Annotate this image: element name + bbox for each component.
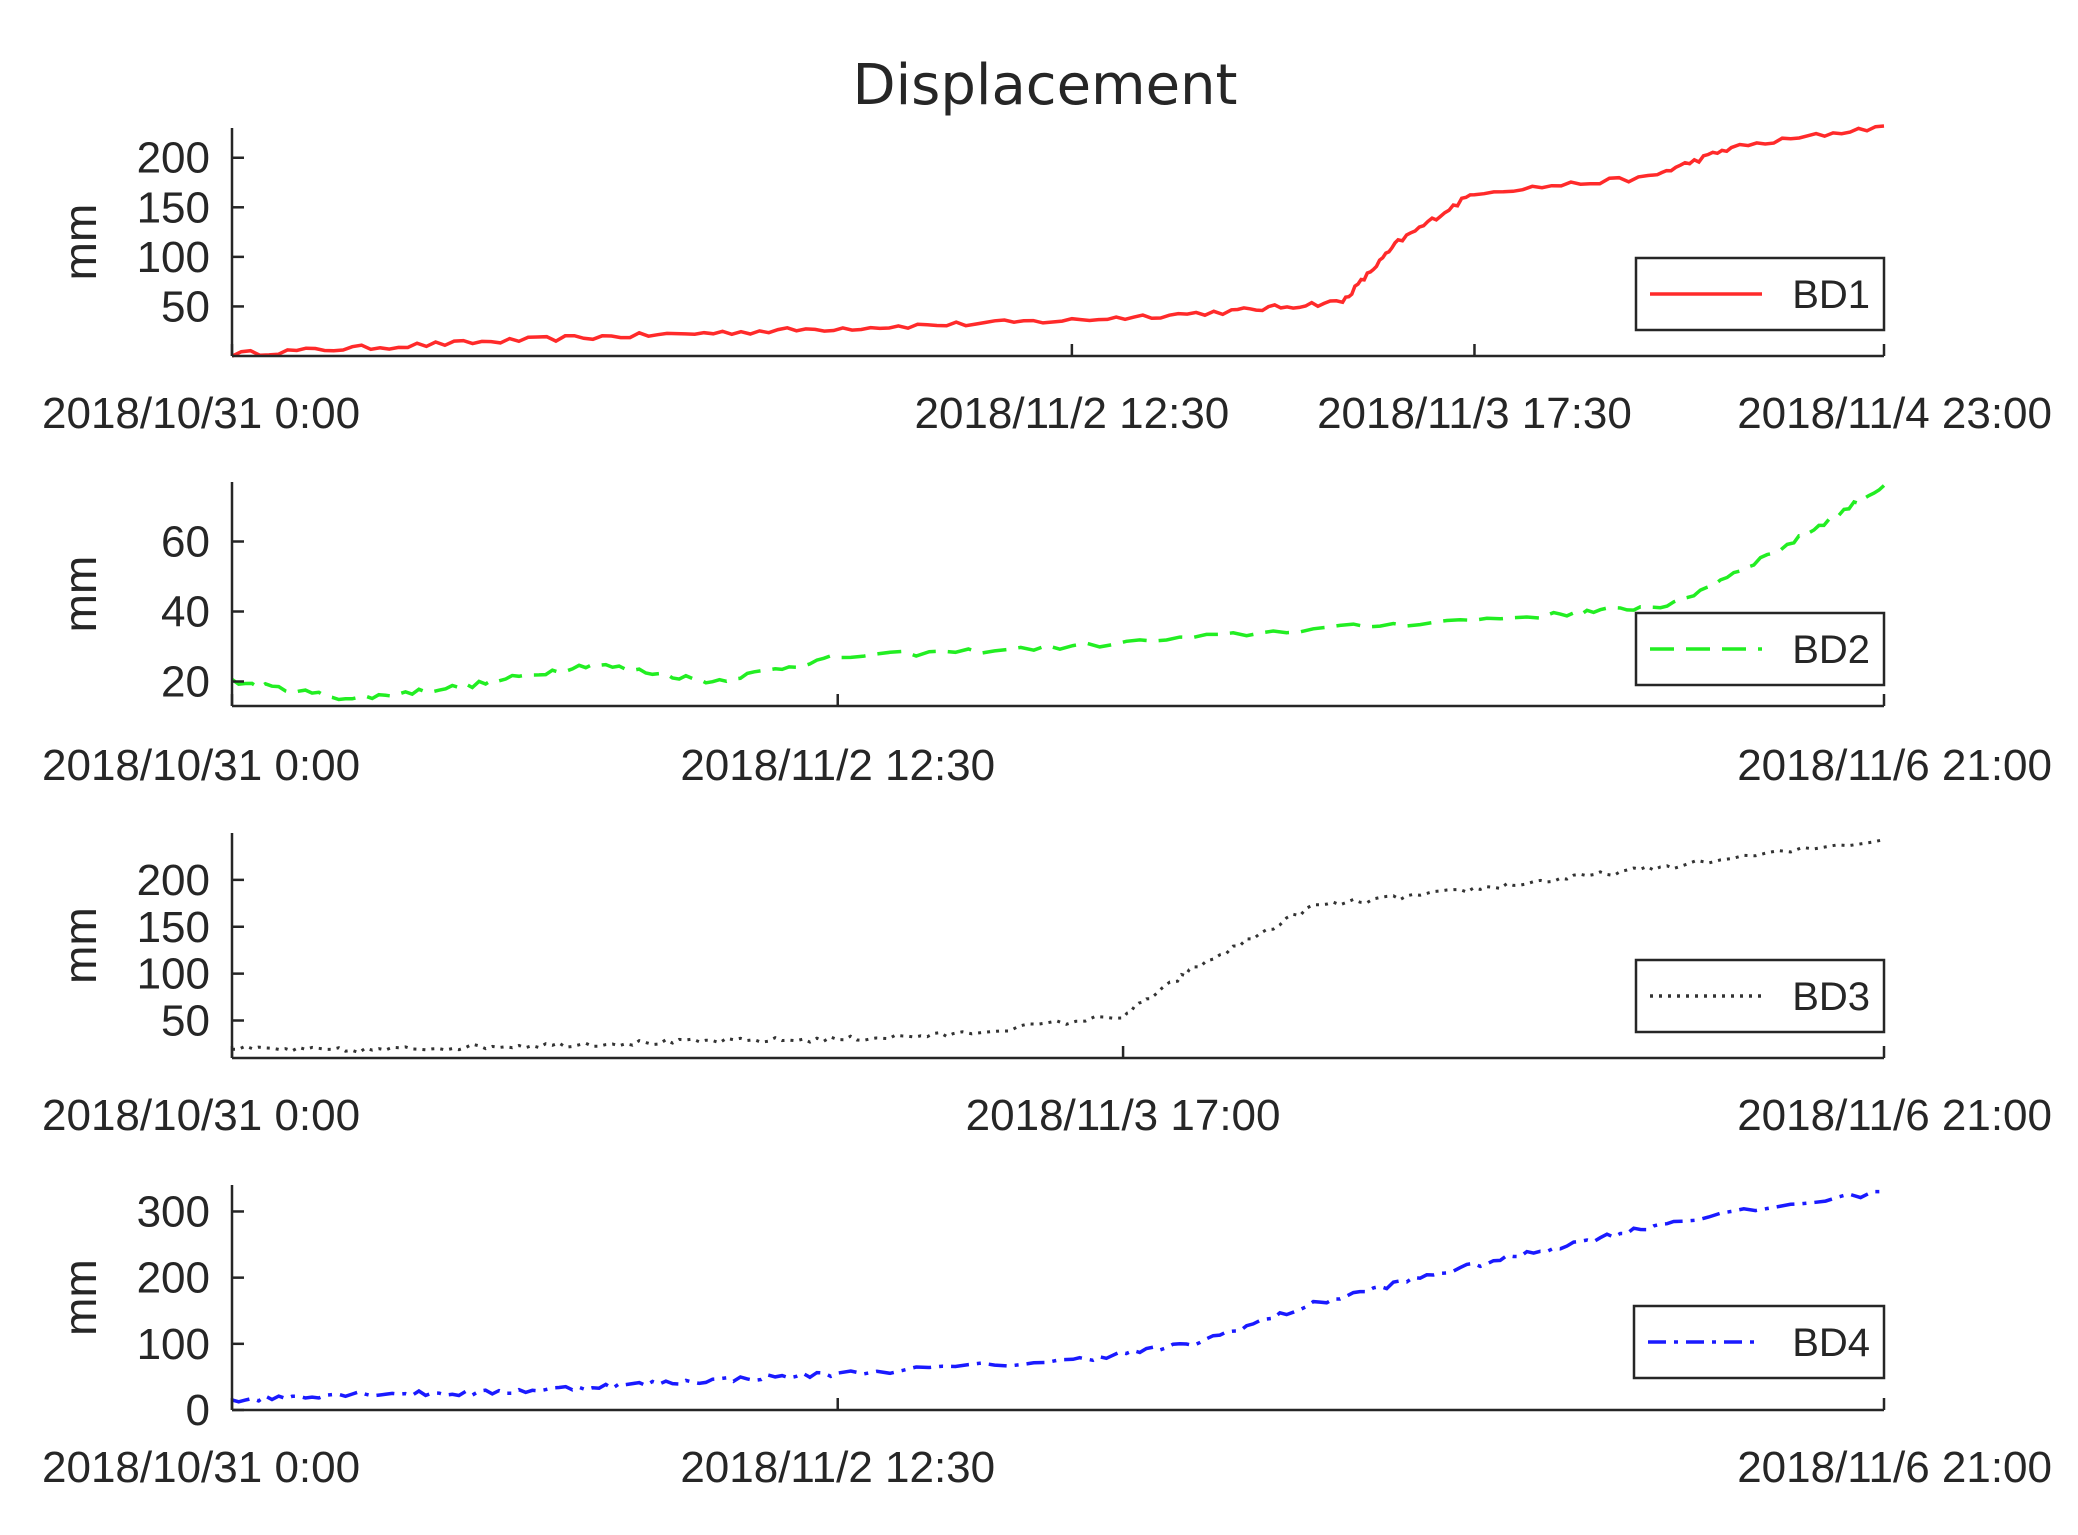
y-tick-label: 200 — [137, 134, 210, 183]
legend-label: BD3 — [1792, 975, 1870, 1019]
subplot-2: 20 40 60 mm 2018/10/31 0:00 2018/11/2 12:30 20… — [42, 482, 2052, 790]
legend-label: BD1 — [1792, 273, 1870, 317]
legend: BD3 — [1634, 958, 1886, 1034]
series-line-bd4 — [231, 1189, 1885, 1404]
x-tick-label: 2018/11/2 12:30 — [914, 389, 1229, 438]
y-tick-label: 100 — [137, 950, 210, 999]
legend-label: BD2 — [1792, 628, 1870, 672]
y-axis-label: mm — [54, 204, 106, 281]
x-tick-label: 2018/11/3 17:30 — [1317, 389, 1632, 438]
y-tick-label: 300 — [137, 1187, 210, 1236]
x-tick-label: 2018/11/3 17:00 — [966, 1091, 1281, 1140]
y-tick-label: 200 — [137, 1254, 210, 1303]
y-axis-label: mm — [54, 1259, 106, 1336]
x-tick-label: 2018/11/6 21:00 — [1737, 1443, 2052, 1492]
y-axis-label: mm — [54, 556, 106, 633]
x-tick-label: 2018/10/31 0:00 — [42, 389, 360, 438]
legend: BD4 — [1632, 1304, 1886, 1380]
figure-title: Displacement — [853, 53, 1238, 118]
y-tick-label: 100 — [137, 1320, 210, 1369]
x-tick-label: 2018/11/6 21:00 — [1737, 741, 2052, 790]
y-tick-label: 40 — [161, 588, 210, 637]
x-tick-label: 2018/11/2 12:30 — [680, 741, 995, 790]
y-tick-label: 200 — [137, 856, 210, 905]
x-tick-label: 2018/10/31 0:00 — [42, 1443, 360, 1492]
y-tick-label: 0 — [186, 1386, 210, 1435]
y-tick-label: 20 — [161, 658, 210, 707]
x-tick-label: 2018/10/31 0:00 — [42, 741, 360, 790]
y-tick-label: 150 — [137, 183, 210, 232]
x-tick-label: 2018/11/2 12:30 — [680, 1443, 995, 1492]
legend-label: BD4 — [1792, 1321, 1870, 1365]
y-tick-label: 150 — [137, 903, 210, 952]
y-tick-label: 60 — [161, 518, 210, 567]
y-axis-label: mm — [54, 907, 106, 984]
subplot-4: 0 100 200 300 mm 2018/10/31 0:00 2018/11/2 12:… — [42, 1185, 2052, 1492]
x-tick-label: 2018/11/6 21:00 — [1737, 1091, 2052, 1140]
x-tick-label: 2018/10/31 0:00 — [42, 1091, 360, 1140]
series-line-bd1 — [231, 124, 1885, 358]
y-tick-label: 100 — [137, 233, 210, 282]
y-tick-label: 50 — [161, 997, 210, 1046]
series-line-bd3 — [231, 838, 1885, 1055]
x-tick-label: 2018/11/4 23:00 — [1737, 389, 2052, 438]
legend: BD2 — [1634, 611, 1886, 687]
series-line-bd2 — [230, 484, 1886, 702]
legend: BD1 — [1634, 256, 1886, 332]
y-tick-label: 50 — [161, 282, 210, 331]
